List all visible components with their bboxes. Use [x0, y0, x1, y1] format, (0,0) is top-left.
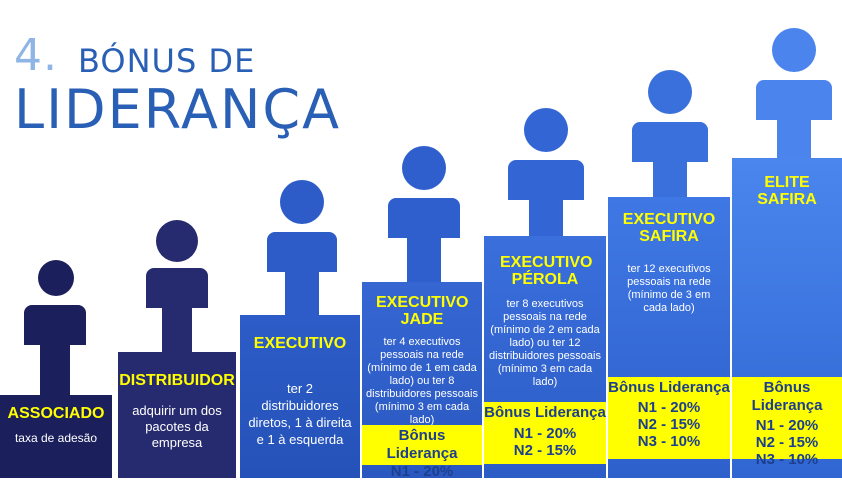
- bonus-line: N2 - 15%: [513, 442, 577, 459]
- person-figure-icon: [264, 180, 340, 320]
- title-number: 4.: [14, 30, 58, 81]
- bonus-line: N3 - 10%: [755, 451, 819, 468]
- person-figure-icon: [752, 28, 836, 162]
- bonus-box-perola: Bônus Liderança N1 - 20% N2 - 15%: [484, 402, 606, 464]
- step-executivo: EXECUTIVO ter 2 distribuidores diretos, …: [240, 315, 360, 480]
- bonus-title: Bônus Liderança: [386, 427, 458, 462]
- title-line1: BÓNUS DE: [78, 42, 256, 80]
- level-name: ASSOCIADO: [0, 405, 112, 422]
- level-desc: adquirir um dos pacotes da empresa: [132, 403, 222, 450]
- bonus-line: N1 - 20%: [637, 399, 701, 416]
- level-desc: ter 4 executivos pessoais na rede (mínim…: [366, 336, 478, 426]
- person-figure-icon: [504, 108, 588, 244]
- level-name: DISTRIBUIDOR: [119, 372, 235, 389]
- person-figure-icon: [384, 146, 464, 286]
- bonus-title: Bônus Liderança: [484, 404, 606, 421]
- level-name: ELITE SAFIRA: [757, 174, 817, 208]
- level-desc: ter 12 executivos pessoais na rede (míni…: [627, 263, 711, 314]
- bonus-title: Bônus Liderança: [751, 379, 823, 414]
- bonus-line: N3 - 10%: [637, 433, 701, 450]
- bonus-line: N1 - 20%: [513, 425, 577, 442]
- bonus-line: N2 - 15%: [755, 434, 819, 451]
- person-figure-icon: [20, 255, 90, 395]
- level-name: EXECUTIVO PÉROLA: [500, 254, 593, 288]
- title-line2: LIDERANÇA: [14, 78, 342, 141]
- person-figure-icon: [628, 70, 712, 202]
- bonus-box-jade: Bônus Liderança N1 - 20%: [362, 425, 482, 480]
- step-associado: ASSOCIADO taxa de adesão: [0, 395, 112, 480]
- bonus-title: Bônus Liderança: [608, 379, 730, 396]
- level-name: EXECUTIVO SAFIRA: [622, 211, 716, 245]
- level-name: EXECUTIVO: [253, 335, 347, 352]
- bonus-box-elite: Bônus Liderança N1 - 20% N2 - 15% N3 - 1…: [732, 377, 842, 468]
- bonus-line: N1 - 20%: [755, 417, 819, 434]
- level-name: EXECUTIVO JADE: [376, 294, 469, 328]
- step-distribuidor: DISTRIBUIDOR adquirir um dos pacotes da …: [118, 352, 236, 480]
- level-desc: ter 2 distribuidores diretos, 1 à direit…: [248, 381, 352, 447]
- person-figure-icon: [142, 220, 212, 355]
- level-desc: ter 8 executivos pessoais na rede (mínim…: [489, 298, 601, 388]
- bonus-line: N1 - 20%: [390, 463, 454, 480]
- bonus-line: N2 - 15%: [637, 416, 701, 433]
- bonus-box-safira: Bônus Liderança N1 - 20% N2 - 15% N3 - 1…: [608, 377, 730, 459]
- floor-strip: [0, 478, 842, 488]
- level-desc: taxa de adesão: [14, 431, 98, 445]
